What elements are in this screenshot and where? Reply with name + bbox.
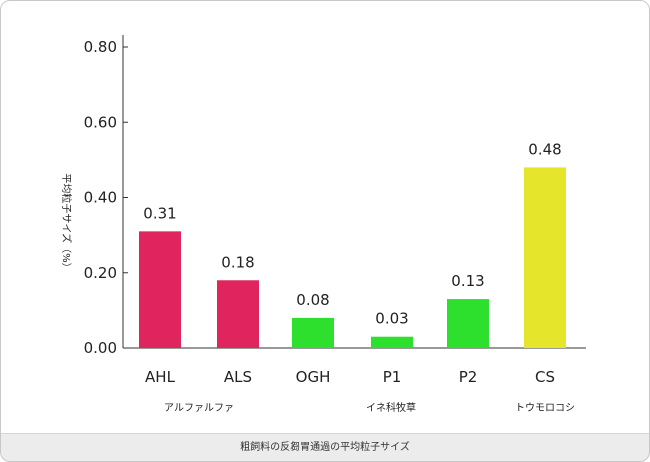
bar-cs	[524, 167, 566, 348]
labels: 0.31 AHL 0.18 ALS 0.08 OGH 0.03 P1 0.13 P2 0.48 CS ア…	[143, 140, 575, 414]
y-axis-label: 平均粒子サイズ（%）	[60, 173, 73, 272]
y-tick-label: 0.80	[84, 38, 117, 56]
value-label: 0.31	[143, 204, 176, 222]
y-tick-label: 0.00	[84, 339, 117, 357]
category-label: OGH	[296, 368, 331, 386]
category-label: P2	[459, 368, 478, 386]
category-label: P1	[383, 368, 402, 386]
axes: 0.00 0.20 0.40 0.60 0.80	[84, 35, 586, 357]
group-label: トウモロコシ	[515, 402, 575, 414]
bar-ogh	[292, 317, 334, 348]
value-label: 0.48	[528, 140, 561, 158]
y-tick-label: 0.40	[84, 189, 117, 207]
category-label: CS	[535, 368, 555, 386]
value-label: 0.03	[375, 310, 408, 328]
category-label: AHL	[145, 368, 176, 386]
bar-als	[217, 280, 259, 348]
bar-p1	[371, 336, 413, 348]
bar-p2	[447, 299, 489, 348]
category-label: ALS	[224, 368, 252, 386]
y-tick-label: 0.20	[84, 264, 117, 282]
bar-ahl	[139, 231, 181, 348]
group-label: アルファルファ	[164, 403, 234, 414]
group-label: イネ科牧草	[366, 401, 416, 414]
y-tick-label: 0.60	[84, 113, 117, 131]
bars	[139, 167, 566, 348]
value-label: 0.18	[221, 253, 254, 271]
plot-panel: 平均粒子サイズ（%） 0.00 0.20 0.40 0.60 0.80 0.31 AHL 0…	[1, 1, 649, 434]
figure-caption: 粗飼料の反芻胃通過の平均粒子サイズ	[240, 442, 410, 453]
value-label: 0.13	[451, 272, 484, 290]
value-label: 0.08	[296, 291, 329, 309]
bar-chart: 平均粒子サイズ（%） 0.000.200.400.600.80 0.31AHL0…	[60, 35, 586, 414]
